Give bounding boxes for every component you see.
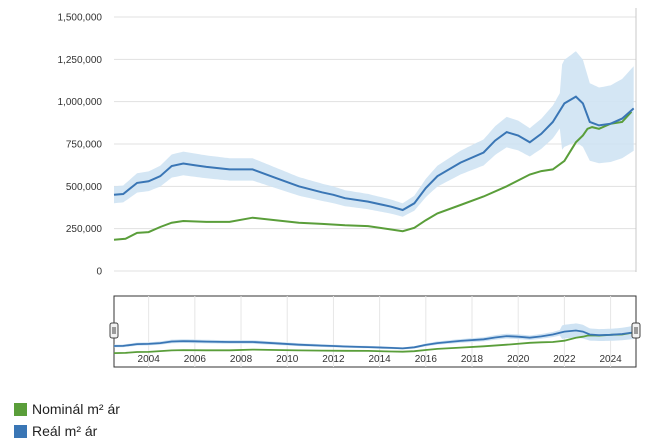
navigator-outline <box>113 295 637 368</box>
navigator-x-tick-label: 2004 <box>138 354 161 365</box>
navigator-series <box>113 329 634 354</box>
legend-swatch-real <box>14 424 27 438</box>
legend-label-real: Reál m² ár <box>32 423 98 439</box>
main-chart: 0 250,000 500,000 750,000 1,000,000 1,250,000… <box>58 8 637 278</box>
legend: Nominál m² ár Reál m² ár <box>14 398 120 442</box>
y-tick-label: 1,000,000 <box>58 97 103 108</box>
navigator-handles[interactable] <box>109 322 641 339</box>
navigator-handle-right[interactable] <box>631 322 641 339</box>
legend-label-nominal: Nominál m² ár <box>32 401 120 417</box>
y-tick-label: 0 <box>96 267 102 278</box>
main-series <box>113 95 635 241</box>
y-tick-label: 250,000 <box>66 224 103 235</box>
legend-swatch-nominal <box>14 402 27 416</box>
navigator[interactable]: 2004 2006 2008 2010 2012 2014 2016 2018 2020 2022… <box>0 0 672 390</box>
navigator-line-nominal <box>113 332 632 354</box>
navigator-x-ticks: 2004 2006 2008 2010 2012 2014 2016 2018 2020 2022… <box>138 354 623 365</box>
main-grid <box>114 16 636 272</box>
navigator-x-tick-label: 2024 <box>599 354 622 365</box>
real-price-band <box>114 51 634 217</box>
navigator-frame <box>113 295 637 368</box>
navigator-real-band <box>114 323 634 350</box>
y-tick-label: 500,000 <box>66 182 103 193</box>
confidence-band <box>114 51 634 217</box>
navigator-x-tick-label: 2022 <box>553 354 576 365</box>
series-line-nominal <box>113 111 633 241</box>
navigator-x-tick-label: 2012 <box>322 354 345 365</box>
navigator-x-tick-label: 2014 <box>368 354 391 365</box>
navigator-x-tick-label: 2016 <box>415 354 438 365</box>
y-axis-ticks: 0 250,000 500,000 750,000 1,000,000 1,250,000… <box>58 13 103 278</box>
y-tick-label: 1,500,000 <box>58 13 103 24</box>
legend-item-real[interactable]: Reál m² ár <box>14 420 120 442</box>
series-line-real <box>113 95 635 212</box>
navigator-x-tick-label: 2010 <box>276 354 299 365</box>
navigator-x-tick-label: 2018 <box>461 354 484 365</box>
navigator-x-tick-label: 2008 <box>230 354 253 365</box>
navigator-x-tick-label: 2020 <box>507 354 530 365</box>
legend-item-nominal[interactable]: Nominál m² ár <box>14 398 120 420</box>
navigator-x-tick-label: 2006 <box>184 354 207 365</box>
navigator-line-real <box>113 329 634 350</box>
navigator-handle-left[interactable] <box>109 322 119 339</box>
y-tick-label: 750,000 <box>66 140 103 151</box>
navigator-band <box>114 323 634 350</box>
y-tick-label: 1,250,000 <box>58 55 103 66</box>
